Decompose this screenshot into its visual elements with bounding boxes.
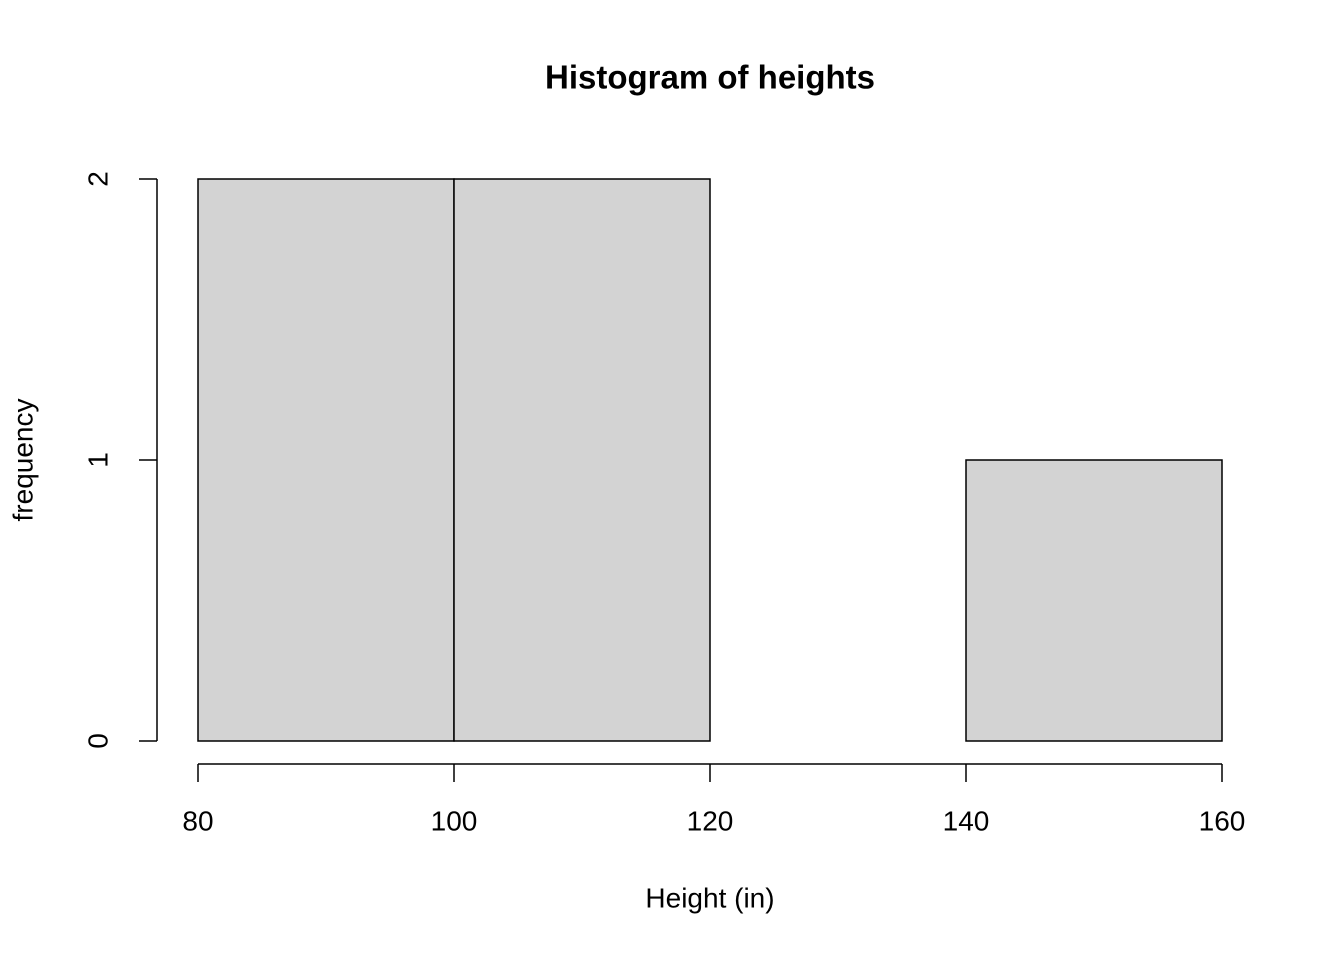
chart-title: Histogram of heights <box>545 59 875 96</box>
bar <box>965 459 1223 742</box>
x-tick-label: 120 <box>687 805 734 836</box>
x-tick-label: 100 <box>431 805 478 836</box>
bar <box>197 178 455 742</box>
y-tick-label: 1 <box>82 452 113 468</box>
y-tick-label: 0 <box>82 733 113 749</box>
bar <box>453 178 711 742</box>
x-tick-label: 140 <box>943 805 990 836</box>
x-tick-label: 160 <box>1199 805 1246 836</box>
x-tick-label: 80 <box>182 805 213 836</box>
y-tick-label: 2 <box>82 171 113 187</box>
y-axis-label: frequency <box>7 399 38 522</box>
x-axis-label: Height (in) <box>645 882 774 913</box>
